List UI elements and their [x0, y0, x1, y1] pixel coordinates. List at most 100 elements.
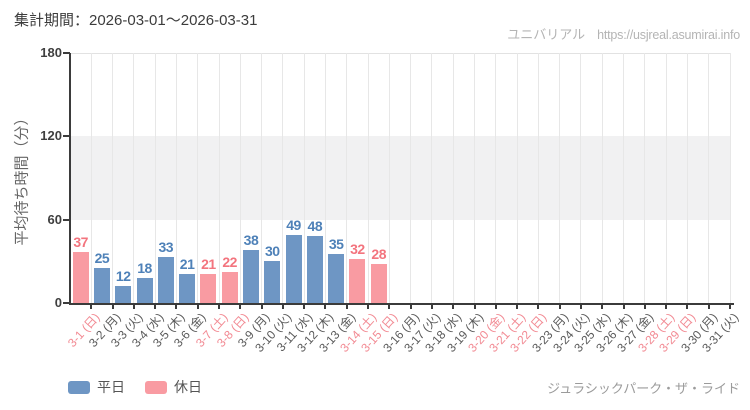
vertical-gridline [729, 53, 731, 303]
x-tick-mark [707, 305, 710, 309]
vertical-gridline [367, 53, 369, 303]
x-tick-mark [516, 305, 519, 309]
watermark: ユニバリアル https://usjreal.asumirai.info [507, 24, 740, 43]
x-tick-mark [367, 305, 370, 309]
x-tick-mark [558, 305, 561, 309]
bar-3-12[interactable] [306, 236, 323, 303]
x-tick-mark [260, 305, 263, 309]
vertical-gridline [388, 53, 390, 303]
vertical-gridline [708, 53, 710, 303]
y-tick-label: 120 [40, 128, 62, 144]
x-tick-mark [303, 305, 306, 309]
x-tick-mark [111, 305, 114, 309]
x-axis-line [69, 303, 734, 305]
legend-swatch [145, 380, 167, 394]
vertical-gridline [537, 53, 539, 303]
bar-3-7[interactable] [200, 273, 217, 303]
vertical-gridline [431, 53, 433, 303]
bar-3-14[interactable] [349, 258, 366, 303]
vertical-gridline [133, 53, 135, 303]
x-tick-mark [430, 305, 433, 309]
x-tick-mark [601, 305, 604, 309]
vertical-gridline [346, 53, 348, 303]
bar-3-6[interactable] [179, 273, 196, 303]
bar-3-5[interactable] [157, 257, 174, 303]
x-tick-mark [281, 305, 284, 309]
bar-value-label: 33 [158, 239, 174, 256]
x-tick-mark [686, 305, 689, 309]
bar-3-10[interactable] [264, 261, 281, 303]
period-label: 集計期間：2026-03-01～2026-03-31 [14, 12, 258, 29]
site-url: https://usjreal.asumirai.info [597, 28, 740, 42]
vertical-gridline [282, 53, 284, 303]
bar-value-label: 22 [222, 254, 237, 271]
bar-value-label: 21 [201, 255, 216, 272]
vertical-gridline [644, 53, 646, 303]
bar-3-9[interactable] [242, 250, 259, 303]
bar-value-label: 30 [264, 243, 280, 260]
bar-3-8[interactable] [221, 272, 238, 303]
vertical-gridline [261, 53, 263, 303]
legend-item-holiday[interactable]: 休日 [145, 377, 202, 397]
bar-3-15[interactable] [370, 264, 387, 303]
bar-3-1[interactable] [72, 251, 89, 303]
vertical-gridline [601, 53, 603, 303]
plot-area: 37 25 12 18 33 21 21 22 38 30 49 48 35 32 28 [70, 53, 731, 303]
vertical-gridline [90, 53, 92, 303]
y-tick-label: 0 [54, 295, 62, 310]
bar-value-label: 48 [307, 218, 323, 235]
x-tick-mark [494, 305, 497, 309]
bar-3-11[interactable] [285, 234, 302, 303]
bar-value-label: 28 [371, 246, 386, 263]
x-tick-mark [537, 305, 540, 309]
x-tick-mark [324, 305, 327, 309]
vertical-gridline [154, 53, 156, 303]
x-tick-mark [473, 305, 476, 309]
legend: 平日 休日 [68, 377, 202, 397]
x-tick-mark [622, 305, 625, 309]
vertical-gridline [474, 53, 476, 303]
shaded-band-60-120 [70, 136, 730, 220]
bar-value-label: 38 [243, 232, 259, 249]
bar-3-4[interactable] [136, 278, 153, 303]
vertical-gridline [580, 53, 582, 303]
attraction-name: ジュラシックパーク・ザ・ライド [547, 381, 740, 396]
vertical-gridline [516, 53, 518, 303]
x-tick-mark [729, 305, 731, 309]
gridline-top [70, 53, 730, 54]
bar-value-label: 25 [94, 250, 110, 267]
y-axis-line [69, 53, 71, 305]
y-tick-mark [63, 135, 70, 138]
bar-value-label: 12 [115, 268, 131, 285]
y-tick-mark [63, 52, 70, 54]
vertical-gridline [303, 53, 305, 303]
bar-3-2[interactable] [93, 268, 110, 303]
vertical-gridline [686, 53, 688, 303]
x-tick-mark [90, 305, 93, 309]
site-name: ユニバリアル [507, 27, 586, 42]
bar-value-label: 37 [73, 233, 88, 250]
x-tick-mark [218, 305, 221, 309]
bar-3-3[interactable] [115, 286, 132, 303]
vertical-gridline [623, 53, 625, 303]
vertical-gridline [197, 53, 199, 303]
legend-item-weekday[interactable]: 平日 [68, 377, 125, 397]
vertical-gridline [112, 53, 114, 303]
bar-3-13[interactable] [328, 254, 345, 303]
bar-value-label: 32 [350, 240, 365, 257]
x-tick-mark [409, 305, 412, 309]
y-tick-label: 180 [40, 45, 62, 60]
vertical-gridline [665, 53, 667, 303]
x-tick-mark [388, 305, 391, 309]
x-tick-mark [196, 305, 199, 309]
bar-value-label: 35 [328, 236, 344, 253]
x-tick-mark [579, 305, 582, 309]
vertical-gridline [218, 53, 220, 303]
vertical-gridline [175, 53, 177, 303]
legend-swatch [68, 380, 90, 394]
bar-value-label: 18 [137, 260, 152, 276]
x-tick-mark [345, 305, 348, 309]
x-tick-mark [452, 305, 455, 309]
vertical-gridline [559, 53, 561, 303]
